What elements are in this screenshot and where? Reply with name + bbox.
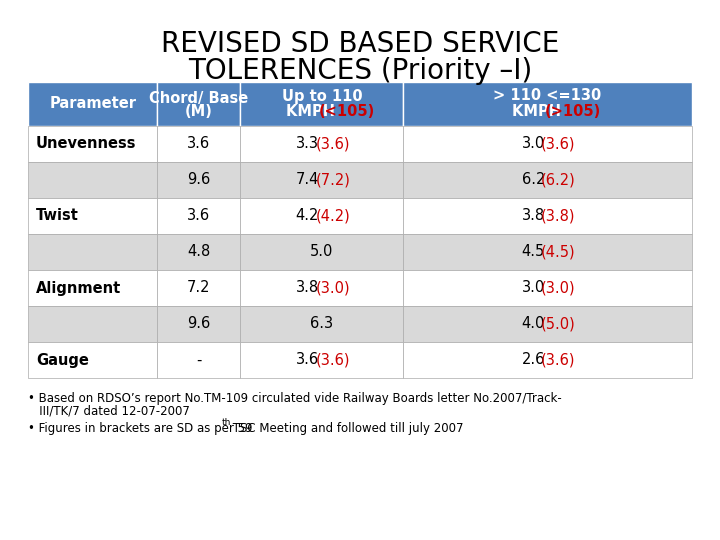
- Bar: [158, 234, 240, 270]
- Bar: [158, 162, 240, 198]
- Bar: [240, 234, 403, 270]
- Text: Twist: Twist: [36, 208, 79, 224]
- Text: 3.8: 3.8: [521, 208, 544, 224]
- Bar: [240, 162, 403, 198]
- Text: (4.5): (4.5): [541, 245, 576, 260]
- Text: 7.2: 7.2: [187, 280, 211, 295]
- Bar: [158, 270, 240, 306]
- Bar: [28, 162, 158, 198]
- Bar: [28, 270, 158, 306]
- Bar: [403, 270, 692, 306]
- Text: (3.0): (3.0): [315, 280, 350, 295]
- Text: REVISED SD BASED SERVICE: REVISED SD BASED SERVICE: [161, 30, 559, 58]
- Text: Alignment: Alignment: [36, 280, 121, 295]
- Text: (5.0): (5.0): [541, 316, 576, 332]
- Bar: [28, 234, 158, 270]
- Text: 3.3: 3.3: [296, 137, 319, 152]
- Text: 9.6: 9.6: [187, 316, 211, 332]
- Bar: [28, 306, 158, 342]
- Text: 3.0: 3.0: [521, 137, 545, 152]
- Text: Chord/ Base: Chord/ Base: [149, 91, 248, 105]
- Bar: [240, 342, 403, 378]
- Bar: [28, 82, 158, 126]
- Bar: [158, 126, 240, 162]
- Bar: [28, 198, 158, 234]
- Bar: [403, 126, 692, 162]
- Text: (M): (M): [185, 105, 213, 119]
- Text: 3.0: 3.0: [521, 280, 545, 295]
- Text: (3.6): (3.6): [541, 137, 575, 152]
- Text: (3.0): (3.0): [541, 280, 576, 295]
- Bar: [403, 82, 692, 126]
- Text: 4.2: 4.2: [296, 208, 319, 224]
- Text: 4.5: 4.5: [521, 245, 545, 260]
- Bar: [240, 198, 403, 234]
- Text: th: th: [222, 418, 231, 427]
- Bar: [240, 270, 403, 306]
- Text: (6.2): (6.2): [541, 172, 576, 187]
- Text: (3.6): (3.6): [315, 353, 350, 368]
- Bar: [403, 306, 692, 342]
- Text: TSC Meeting and followed till july 2007: TSC Meeting and followed till july 2007: [230, 422, 464, 435]
- Text: 4.0: 4.0: [521, 316, 545, 332]
- Text: > 110 <=130: > 110 <=130: [493, 89, 602, 104]
- Text: (<105): (<105): [318, 105, 375, 119]
- Text: 6.2: 6.2: [521, 172, 545, 187]
- Text: (3.6): (3.6): [541, 353, 575, 368]
- Text: (7.2): (7.2): [315, 172, 350, 187]
- Text: (4.2): (4.2): [315, 208, 350, 224]
- Text: 3.6: 3.6: [187, 208, 210, 224]
- Text: KMPH: KMPH: [512, 105, 566, 119]
- Text: 9.6: 9.6: [187, 172, 211, 187]
- Text: 4.8: 4.8: [187, 245, 211, 260]
- Bar: [28, 342, 158, 378]
- Text: 3.6: 3.6: [296, 353, 319, 368]
- Text: (3.8): (3.8): [541, 208, 575, 224]
- Bar: [158, 198, 240, 234]
- Text: Up to 110: Up to 110: [282, 89, 362, 104]
- Text: (>105): (>105): [544, 105, 600, 119]
- Text: 3.6: 3.6: [187, 137, 210, 152]
- Text: TOLERENCES (Priority –I): TOLERENCES (Priority –I): [188, 57, 532, 85]
- Text: • Based on RDSO’s report No.TM-109 circulated vide Railway Boards letter No.2007: • Based on RDSO’s report No.TM-109 circu…: [28, 392, 562, 405]
- Text: 7.4: 7.4: [296, 172, 319, 187]
- Text: 5.0: 5.0: [310, 245, 333, 260]
- Text: -: -: [197, 353, 202, 368]
- Bar: [240, 82, 403, 126]
- Bar: [28, 126, 158, 162]
- Text: Unevenness: Unevenness: [36, 137, 137, 152]
- Text: Parameter: Parameter: [49, 97, 136, 111]
- Text: KMPH: KMPH: [286, 105, 340, 119]
- Text: 6.3: 6.3: [310, 316, 333, 332]
- Text: 2.6: 2.6: [521, 353, 545, 368]
- Bar: [158, 306, 240, 342]
- Text: III/TK/7 dated 12-07-2007: III/TK/7 dated 12-07-2007: [28, 405, 190, 418]
- Text: Gauge: Gauge: [36, 353, 89, 368]
- Bar: [403, 342, 692, 378]
- Text: • Figures in brackets are SD as per 59: • Figures in brackets are SD as per 59: [28, 422, 253, 435]
- Bar: [158, 342, 240, 378]
- Bar: [158, 82, 240, 126]
- Bar: [403, 234, 692, 270]
- Text: (3.6): (3.6): [315, 137, 350, 152]
- Bar: [403, 162, 692, 198]
- Bar: [240, 306, 403, 342]
- Bar: [240, 126, 403, 162]
- Text: 3.8: 3.8: [296, 280, 319, 295]
- Bar: [403, 198, 692, 234]
